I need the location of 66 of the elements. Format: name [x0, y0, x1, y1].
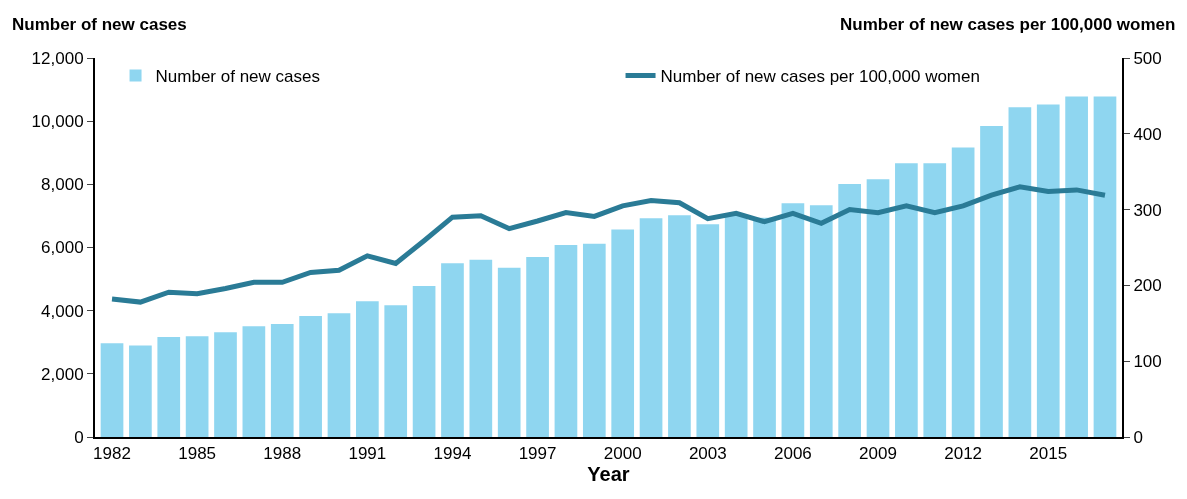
y2-tick-label: 200 — [1133, 276, 1162, 296]
bar — [781, 203, 805, 437]
x-tick-label: 2006 — [774, 444, 812, 464]
y2-tick-label: 300 — [1133, 200, 1162, 220]
y2-tick-label: 500 — [1133, 48, 1162, 68]
y-tick-label: 12,000 — [31, 48, 84, 68]
bar — [554, 244, 578, 437]
x-tick-label: 2009 — [859, 444, 897, 464]
bar — [384, 305, 408, 437]
x-tick-label: 2000 — [603, 444, 642, 464]
bar — [639, 218, 663, 437]
bar — [724, 215, 748, 437]
x-tick-label: 1994 — [433, 444, 472, 464]
bar — [412, 286, 436, 437]
bar — [866, 179, 890, 437]
bar — [270, 323, 294, 437]
y-axis-title: Number of new cases — [12, 15, 187, 34]
x-tick-label: 1991 — [348, 444, 387, 464]
legend-label: Number of new cases per 100,000 women — [660, 67, 980, 87]
bar — [696, 224, 720, 437]
bar — [469, 259, 493, 437]
bar — [1036, 104, 1060, 437]
bar — [980, 125, 1003, 437]
x-axis-title: Year — [587, 463, 630, 486]
y-tick-label: 10,000 — [31, 112, 84, 132]
y2-tick-label: 400 — [1133, 124, 1162, 144]
bar — [611, 229, 635, 437]
bar — [526, 256, 549, 437]
bar — [809, 205, 833, 437]
bar — [753, 217, 776, 437]
bar — [951, 147, 975, 437]
x-tick-label: 1988 — [263, 444, 302, 464]
bar — [1008, 107, 1032, 437]
bar — [895, 163, 918, 437]
bar — [299, 316, 322, 437]
bar — [356, 301, 379, 437]
y-tick-label: 8,000 — [41, 175, 84, 195]
x-tick-label: 1985 — [178, 444, 217, 464]
bar — [185, 336, 209, 437]
bar — [441, 263, 464, 437]
y2-axis-title: Number of new cases per 100,000 women — [840, 15, 1176, 34]
x-tick-label: 2015 — [1029, 444, 1068, 464]
y2-tick-label: 100 — [1133, 352, 1162, 372]
x-tick-label: 1982 — [93, 444, 131, 464]
x-tick-label: 1997 — [518, 444, 557, 464]
bar — [100, 343, 124, 437]
y-tick-label: 4,000 — [41, 301, 84, 321]
bar — [582, 243, 606, 437]
x-tick-label: 2003 — [688, 444, 727, 464]
legend-label: Number of new cases — [155, 67, 320, 87]
bar — [668, 215, 691, 437]
y-tick-label: 2,000 — [41, 364, 84, 384]
y-tick-label: 6,000 — [41, 238, 84, 258]
bar — [1065, 96, 1088, 437]
bar — [129, 345, 152, 437]
bar — [157, 336, 181, 437]
bar — [923, 163, 947, 437]
bar — [214, 332, 237, 437]
x-tick-label: 2012 — [944, 444, 983, 464]
bar — [838, 184, 861, 437]
bar — [327, 313, 351, 437]
y2-tick-label: 0 — [1133, 427, 1143, 447]
bar — [242, 326, 266, 437]
bar — [1093, 96, 1117, 437]
bar — [497, 267, 521, 437]
y-tick-label: 0 — [74, 427, 84, 447]
